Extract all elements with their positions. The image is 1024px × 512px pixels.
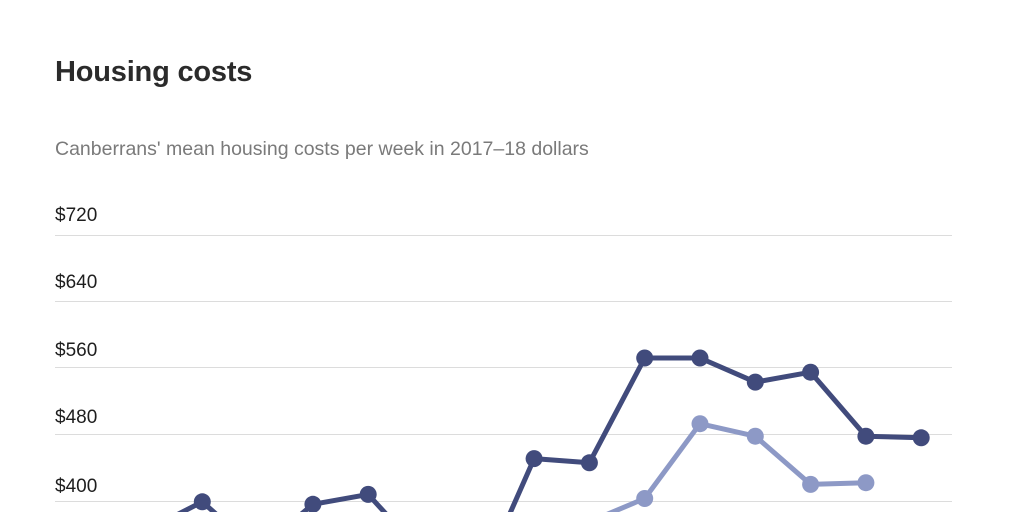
data-point[interactable] [580, 454, 598, 472]
chart-subtitle: Canberrans' mean housing costs per week … [55, 138, 589, 160]
data-point[interactable] [636, 490, 654, 507]
data-point[interactable] [802, 363, 820, 381]
gridline-560 [55, 367, 952, 368]
ytick-label-640: $640 [55, 272, 98, 293]
data-point[interactable] [802, 475, 820, 493]
series-line-2 [606, 421, 869, 512]
data-point[interactable] [857, 427, 875, 445]
data-point[interactable] [746, 427, 764, 445]
data-point[interactable] [691, 349, 709, 367]
data-point[interactable] [912, 429, 930, 447]
data-point[interactable] [525, 450, 543, 468]
data-point[interactable] [304, 495, 322, 512]
data-point[interactable] [691, 415, 709, 433]
data-point[interactable] [746, 373, 764, 391]
ytick-label-400: $400 [55, 476, 98, 497]
data-point[interactable] [857, 474, 875, 492]
gridline-480 [55, 434, 952, 435]
data-point[interactable] [359, 485, 377, 503]
data-point[interactable] [193, 493, 211, 511]
ytick-label-720: $720 [55, 205, 98, 226]
gridline-640 [55, 301, 952, 302]
ytick-label-560: $560 [55, 340, 98, 361]
gridline-400 [55, 501, 952, 502]
chart-title: Housing costs [55, 56, 253, 88]
data-point[interactable] [636, 349, 654, 367]
ytick-label-480: $480 [55, 407, 98, 428]
gridline-720 [55, 235, 952, 236]
